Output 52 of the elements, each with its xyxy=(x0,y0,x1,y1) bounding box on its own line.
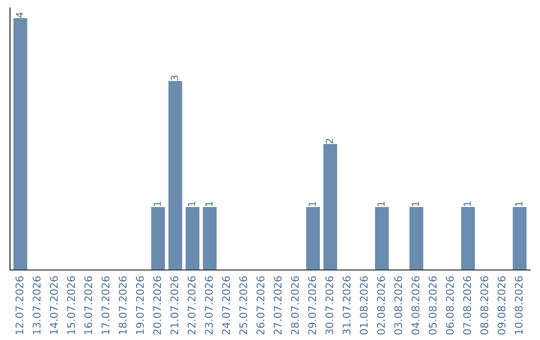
x-tick-label: 27.07.2026 xyxy=(274,276,282,334)
data-label: 1 xyxy=(154,202,161,206)
data-label: 1 xyxy=(378,202,385,206)
x-tick-label: 17.07.2026 xyxy=(102,276,110,334)
x-tick-label: 18.07.2026 xyxy=(118,276,127,334)
bar xyxy=(202,207,217,270)
x-tick-label: 20.07.2026 xyxy=(153,276,162,334)
x-tick-label: 13.07.2026 xyxy=(32,276,41,334)
bar xyxy=(375,207,389,270)
bar xyxy=(186,207,200,270)
x-tick-label: 08.08.2026 xyxy=(480,276,488,335)
x-tick-label: 10.08.2026 xyxy=(514,276,523,334)
x-tick-label: 05.08.2026 xyxy=(428,276,437,335)
x-tick-label: 02.08.2026 xyxy=(377,276,385,335)
data-label: 1 xyxy=(205,202,212,206)
data-label: 2 xyxy=(326,138,333,144)
x-tick-label: 01.08.2026 xyxy=(360,276,368,335)
data-label: 1 xyxy=(515,202,522,206)
x-tick-label: 09.08.2026 xyxy=(498,276,506,335)
x-tick-label: 26.07.2026 xyxy=(256,276,264,334)
data-label: 1 xyxy=(464,202,471,206)
x-tick-label: 24.07.2026 xyxy=(222,276,230,334)
x-tick-label: 07.08.2026 xyxy=(463,276,472,335)
data-label: 1 xyxy=(308,202,316,206)
data-label: 4 xyxy=(16,12,24,18)
bar xyxy=(151,207,165,270)
x-tick-label: 22.07.2026 xyxy=(188,276,196,334)
bar xyxy=(409,207,424,270)
x-tick-label: 23.07.2026 xyxy=(204,276,213,334)
data-label: 1 xyxy=(188,202,196,206)
data-label: 1 xyxy=(412,202,420,206)
bar xyxy=(306,207,320,270)
x-tick-label: 30.07.2026 xyxy=(325,276,334,334)
x-tick-label: 31.07.2026 xyxy=(342,276,351,334)
x-tick-label: 15.07.2026 xyxy=(67,276,76,334)
x-tick-label: 28.07.2026 xyxy=(290,276,299,334)
bar xyxy=(13,18,28,270)
bar xyxy=(323,144,338,270)
x-tick-label: 06.08.2026 xyxy=(446,276,454,335)
x-tick-label: 25.07.2026 xyxy=(239,276,248,334)
data-label: 3 xyxy=(170,76,178,80)
x-tick-label: 29.07.2026 xyxy=(308,276,316,334)
bar xyxy=(512,207,527,270)
x-tick-label: 14.07.2026 xyxy=(50,276,58,334)
x-tick-label: 04.08.2026 xyxy=(412,276,420,335)
bar xyxy=(461,207,475,270)
x-tick-label: 16.07.2026 xyxy=(84,276,92,334)
x-tick-label: 19.07.2026 xyxy=(136,276,144,334)
x-tick-label: 21.07.2026 xyxy=(170,276,178,334)
x-tick-label: 03.08.2026 xyxy=(394,276,402,335)
bar xyxy=(168,81,182,270)
x-tick-label: 12.07.2026 xyxy=(15,276,24,334)
